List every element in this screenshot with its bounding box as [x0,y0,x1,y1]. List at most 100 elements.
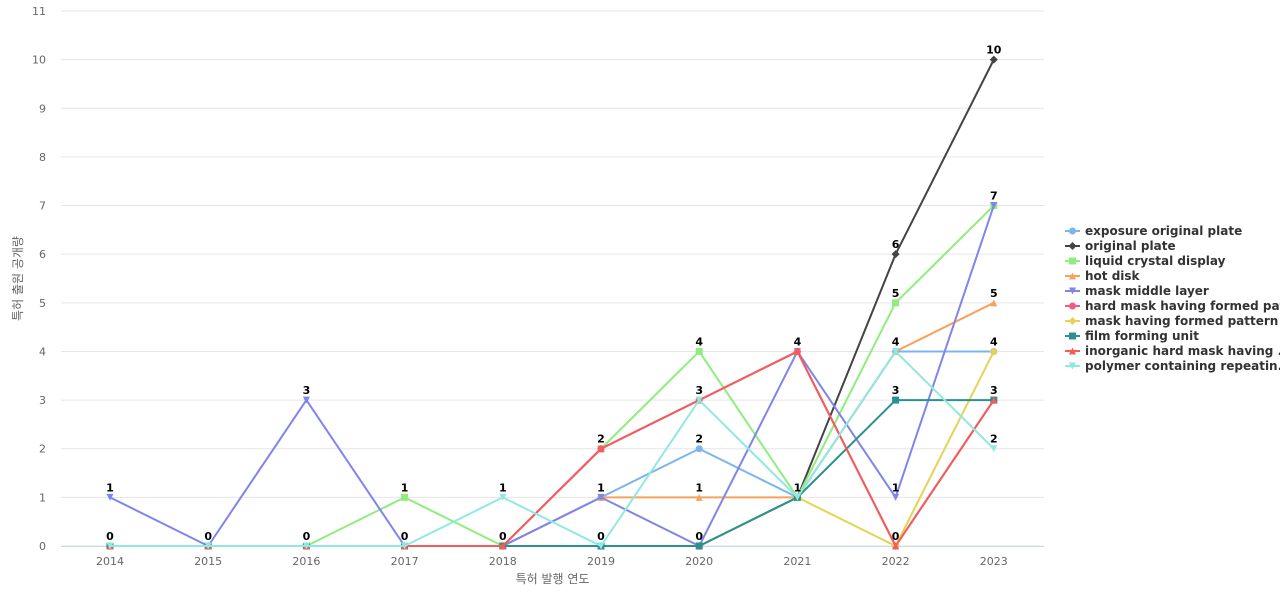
y-tick-label: 5 [39,297,46,310]
data-point [695,542,703,550]
data-point [401,542,409,550]
data-label: 1 [892,481,900,494]
series-line [109,205,995,547]
legend-marker-symbol [1069,347,1076,355]
data-point [302,396,310,404]
data-point [597,542,605,550]
data-label: 0 [106,530,114,543]
data-point [695,445,703,453]
data-point [793,493,801,501]
legend-label: liquid crystal display [1085,254,1226,268]
legend-item[interactable]: hard mask having formed pat... [1065,299,1280,313]
data-label: 3 [303,384,311,397]
x-tick-label: 2014 [96,555,124,568]
y-tick-label: 0 [39,540,46,553]
data-label: 0 [499,530,507,543]
y-tick-label: 4 [39,345,46,358]
legend-item[interactable]: film forming unit [1065,329,1199,343]
data-label: 2 [597,433,605,446]
legend-label: original plate [1085,239,1176,253]
data-label: 1 [106,481,114,494]
y-tick-label: 2 [39,443,46,456]
data-label: 3 [695,384,703,397]
y-tick-label: 7 [39,200,46,213]
data-label: 6 [892,238,900,251]
data-point [597,445,605,453]
series-hot-disk [106,299,998,550]
x-tick-label: 2017 [391,555,419,568]
data-label: 2 [990,433,998,446]
data-label: 3 [892,384,900,397]
x-tick-label: 2016 [292,555,320,568]
data-label: 5 [990,287,998,300]
x-tick-label: 2020 [685,555,713,568]
legend-label: film forming unit [1085,329,1199,343]
data-point [106,493,114,501]
data-point [892,299,900,307]
data-label: 0 [597,530,605,543]
legend-label: inorganic hard mask having ... [1085,344,1280,358]
legend-item[interactable]: mask having formed pattern [1065,314,1278,328]
y-tick-label: 9 [39,102,46,115]
data-point [499,493,507,501]
legend-label: mask middle layer [1085,284,1209,298]
data-label: 0 [303,530,311,543]
data-point [695,347,703,355]
y-tick-label: 11 [32,5,46,18]
data-label: 4 [695,335,703,348]
legend-marker-symbol [1068,317,1077,325]
legend-marker-symbol [1069,227,1076,235]
data-label: 1 [499,481,507,494]
legend-item[interactable]: hot disk [1065,269,1141,283]
legend-item[interactable]: inorganic hard mask having ... [1065,344,1280,358]
data-label: 3 [990,384,998,397]
legend-label: exposure original plate [1085,224,1242,238]
data-label: 7 [990,190,998,203]
x-axis-title: 특허 발행 연도 [516,571,590,586]
legend-item[interactable]: mask middle layer [1065,284,1209,298]
legend-label: mask having formed pattern [1085,314,1278,328]
x-tick-label: 2018 [489,555,517,568]
data-label: 1 [794,481,802,494]
data-label: 1 [401,481,409,494]
data-point [892,347,900,355]
y-axis-title: 특허 출원 공개량 [11,236,25,321]
legend-item[interactable]: exposure original plate [1065,224,1242,238]
data-label: 4 [794,335,802,348]
x-tick-label: 2019 [587,555,615,568]
y-tick-label: 10 [32,54,46,67]
legend-marker-symbol [1069,257,1076,265]
series-line [110,350,995,547]
data-point [892,396,900,404]
series-polymer-containing-repeatin [106,347,998,550]
legend-marker-symbol [1069,272,1076,280]
data-point [204,542,212,550]
data-point [401,493,409,501]
y-tick-label: 3 [39,394,46,407]
y-axis-ticks: 0 1 2 3 4 5 6 7 8 9 10 11 [32,5,46,553]
data-point [990,299,998,307]
data-label: 1 [695,481,703,494]
data-point [499,542,507,550]
data-point [597,493,605,501]
x-tick-label: 2021 [783,555,811,568]
data-label: 1 [597,481,605,494]
y-tick-label: 6 [39,248,46,261]
legend-item[interactable]: polymer containing repeatin... [1065,359,1280,373]
data-label: 0 [204,530,212,543]
x-tick-label: 2022 [882,555,910,568]
data-point [990,445,998,453]
data-point [695,493,703,501]
legend-label: polymer containing repeatin... [1085,359,1280,373]
data-label: 0 [892,530,900,543]
data-point [989,55,998,64]
legend-item[interactable]: original plate [1065,239,1176,253]
legend-label: hot disk [1085,269,1141,283]
legend-item[interactable]: liquid crystal display [1065,254,1226,268]
data-point [892,542,900,550]
data-point [990,396,998,404]
x-tick-label: 2015 [194,555,222,568]
